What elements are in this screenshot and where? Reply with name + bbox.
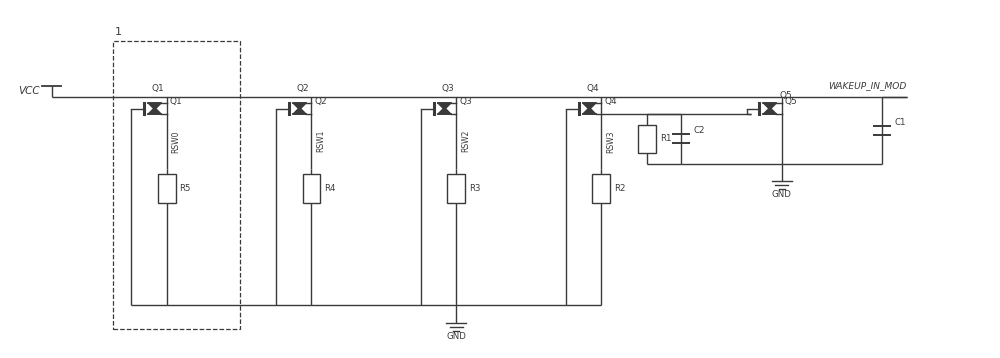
Text: Q3: Q3: [459, 97, 472, 106]
Text: GND: GND: [446, 332, 466, 341]
Text: R5: R5: [180, 184, 191, 193]
Polygon shape: [583, 103, 596, 110]
Polygon shape: [583, 107, 596, 114]
Polygon shape: [148, 107, 161, 114]
Polygon shape: [293, 103, 306, 110]
Text: R1: R1: [660, 134, 671, 143]
Text: R4: R4: [324, 184, 336, 193]
Polygon shape: [148, 103, 161, 110]
Text: Q4: Q4: [604, 97, 617, 106]
Polygon shape: [763, 103, 776, 110]
Text: RSW3: RSW3: [606, 130, 615, 153]
Text: R2: R2: [614, 184, 626, 193]
Text: R3: R3: [469, 184, 481, 193]
Bar: [158, 174, 176, 203]
Text: Q3: Q3: [441, 84, 454, 93]
Polygon shape: [438, 107, 451, 114]
Text: Q5: Q5: [780, 91, 793, 100]
Text: 1: 1: [115, 27, 122, 37]
Text: C2: C2: [693, 126, 705, 135]
Text: RSW2: RSW2: [461, 130, 470, 153]
Text: Q2: Q2: [297, 84, 309, 93]
Bar: [303, 174, 320, 203]
Text: RSW0: RSW0: [172, 130, 181, 153]
Text: RSW1: RSW1: [316, 130, 325, 153]
Polygon shape: [438, 103, 451, 110]
Text: Q5: Q5: [785, 97, 798, 106]
Polygon shape: [763, 107, 776, 114]
Bar: [447, 174, 465, 203]
Bar: [638, 125, 656, 153]
Text: GND: GND: [772, 190, 792, 199]
Text: VCC: VCC: [18, 86, 40, 96]
Text: C1: C1: [895, 118, 906, 127]
Text: Q1: Q1: [152, 84, 164, 93]
Text: Q4: Q4: [586, 84, 599, 93]
Polygon shape: [293, 107, 306, 114]
Text: Q1: Q1: [170, 97, 182, 106]
Bar: [113, 41, 240, 329]
Bar: [592, 174, 610, 203]
Text: Q2: Q2: [314, 97, 327, 106]
Text: WAKEUP_IN_MOD: WAKEUP_IN_MOD: [829, 81, 907, 90]
